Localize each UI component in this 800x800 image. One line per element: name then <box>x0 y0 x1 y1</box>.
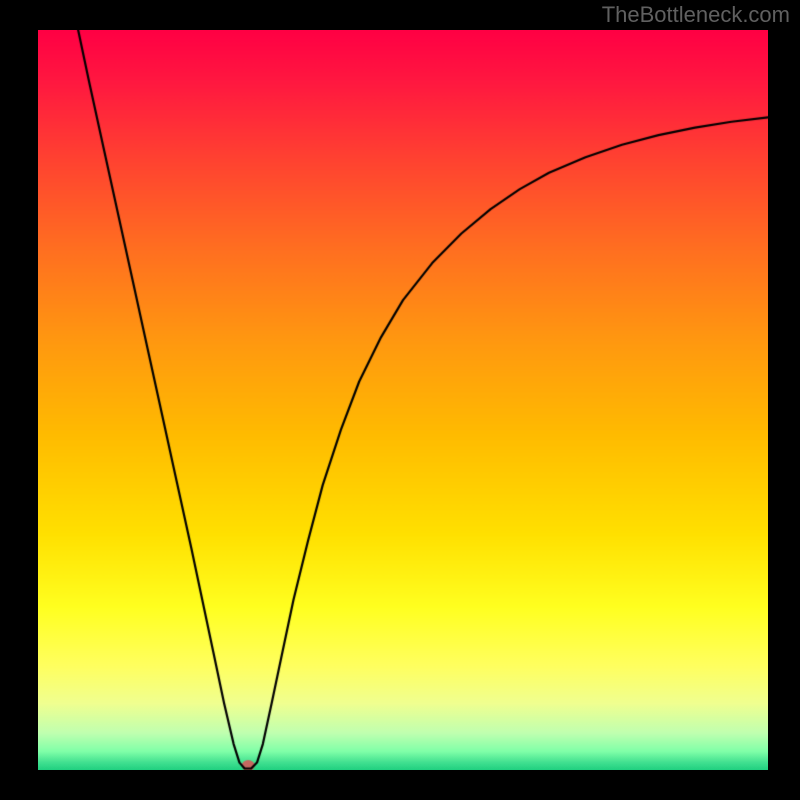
attribution-text: TheBottleneck.com <box>602 2 790 28</box>
chart-canvas <box>38 30 768 770</box>
chart-container: TheBottleneck.com <box>0 0 800 800</box>
